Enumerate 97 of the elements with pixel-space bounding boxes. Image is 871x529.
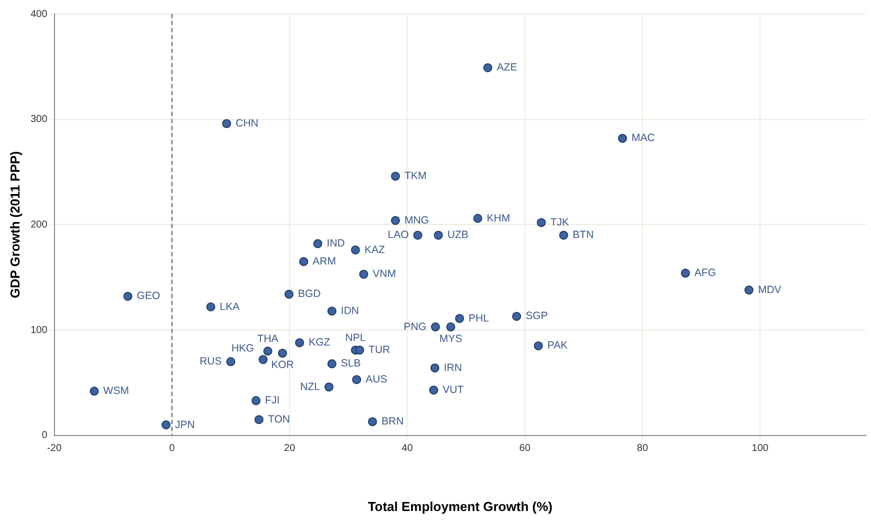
point	[680, 268, 690, 278]
annotation: WSM	[103, 385, 129, 398]
point	[299, 257, 308, 266]
annotation: CHN	[236, 117, 258, 130]
annotation: VNM	[372, 268, 396, 280]
point	[278, 348, 288, 358]
annotation: VUT	[442, 384, 464, 396]
point	[350, 245, 360, 254]
point	[534, 341, 543, 350]
annotation: IND	[326, 238, 346, 250]
annotation: MAC	[631, 132, 656, 144]
point	[226, 357, 236, 366]
y-tick-label: 100	[30, 324, 48, 336]
point	[430, 363, 440, 372]
point	[390, 216, 400, 225]
point	[744, 286, 754, 295]
annotation: LKA	[220, 300, 240, 313]
annotation: MNG	[404, 214, 429, 226]
point	[327, 359, 336, 368]
y-tick-label: 300	[30, 114, 48, 126]
point	[284, 290, 294, 299]
point	[413, 230, 422, 240]
x-tick-label: 20	[284, 443, 296, 454]
annotation: HKG	[231, 342, 254, 354]
point	[123, 292, 132, 301]
annotation: MYS	[439, 332, 462, 345]
x-tick-label: 0	[169, 443, 176, 454]
annotation: KHM	[486, 212, 510, 224]
annotation: BTN	[572, 229, 594, 242]
annotation: KOR	[271, 359, 294, 372]
annotation: TUR	[368, 344, 391, 356]
point	[254, 415, 264, 424]
x-tick-label: 60	[519, 443, 531, 454]
x-tick-label: 100	[752, 443, 769, 454]
point	[313, 239, 322, 248]
point	[368, 417, 377, 426]
point	[352, 375, 362, 384]
point	[327, 306, 336, 316]
annotation: FJI	[265, 394, 280, 407]
annotation: AUS	[366, 373, 388, 386]
annotation: IRN	[444, 362, 462, 374]
point	[295, 338, 304, 348]
annotation: PAK	[547, 340, 568, 352]
point	[559, 230, 568, 240]
annotation: NPL	[345, 332, 366, 344]
point	[434, 230, 443, 240]
y-axis-title: GDP Growth (2011 PPP)	[7, 151, 22, 298]
point	[90, 386, 99, 396]
annotation: BGD	[298, 288, 322, 300]
point	[206, 302, 216, 312]
x-tick-label: 40	[402, 443, 414, 454]
y-tick-label: 400	[30, 8, 48, 20]
annotation: SLB	[340, 358, 361, 370]
annotation: AFG	[694, 267, 716, 280]
point	[455, 314, 464, 323]
annotation: GEO	[136, 290, 160, 302]
annotation: BRN	[382, 416, 404, 428]
point	[355, 346, 364, 355]
point	[252, 396, 261, 406]
annotation: IDN	[340, 304, 360, 317]
annotation: TON	[268, 413, 290, 426]
annotation: KAZ	[364, 244, 386, 256]
point	[473, 214, 482, 223]
annotation: ARM	[312, 255, 336, 268]
point	[536, 218, 546, 228]
annotation: MDV	[758, 284, 782, 296]
point	[483, 63, 492, 72]
x-axis-title: Total Employment Growth (%)	[368, 498, 552, 514]
annotation: KGZ	[308, 336, 331, 349]
annotation: RUS	[200, 356, 222, 368]
annotation: LAO	[388, 229, 409, 242]
annotation: NZL	[300, 380, 320, 393]
annotation: PNG	[404, 320, 426, 333]
point	[258, 355, 268, 364]
point	[359, 270, 368, 279]
point	[390, 172, 400, 181]
annotation: SGP	[526, 310, 548, 322]
point	[222, 119, 232, 128]
annotation: JPN	[175, 418, 195, 431]
point	[429, 386, 438, 395]
point	[430, 322, 440, 332]
y-tick-label: 0	[42, 430, 48, 442]
y-tick-label: 200	[30, 219, 48, 230]
annotation: TKM	[404, 170, 427, 182]
x-tick-label: -20	[47, 443, 62, 454]
point	[324, 382, 334, 392]
x-tick-label: 80	[636, 443, 648, 454]
point	[263, 346, 272, 356]
annotation: THA	[257, 333, 278, 346]
point	[512, 312, 522, 321]
annotation: AZE	[496, 62, 518, 74]
point	[162, 420, 171, 430]
point	[446, 322, 456, 332]
annotation: UZB	[447, 229, 468, 242]
annotation: PHL	[468, 312, 490, 324]
annotation: TJK	[550, 216, 569, 228]
point	[618, 134, 627, 143]
